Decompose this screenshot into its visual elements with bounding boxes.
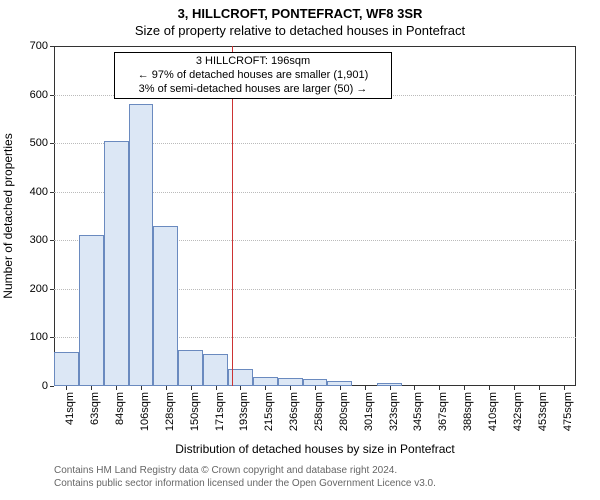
annotation-box: 3 HILLCROFT: 196sqm← 97% of detached hou… — [114, 52, 392, 99]
x-tick-mark — [116, 386, 117, 390]
y-tick-label: 700 — [30, 40, 54, 52]
y-tick-label: 300 — [30, 234, 54, 246]
x-tick-label: 388sqm — [462, 392, 474, 431]
x-tick-label: 453sqm — [537, 392, 549, 431]
histogram-bar — [278, 378, 303, 386]
x-axis-label: Distribution of detached houses by size … — [175, 442, 455, 456]
y-axis-label: Number of detached properties — [1, 133, 15, 298]
x-tick-mark — [564, 386, 565, 390]
x-tick-label: 171sqm — [214, 392, 226, 431]
x-tick-label: 41sqm — [64, 392, 76, 425]
annotation-line2: ← 97% of detached houses are smaller (1,… — [121, 69, 385, 83]
histogram-bar — [54, 352, 79, 386]
x-tick-label: 345sqm — [412, 392, 424, 431]
x-tick-label: 150sqm — [189, 392, 201, 431]
footer-credit: Contains HM Land Registry data © Crown c… — [54, 464, 436, 490]
chart-title-sub: Size of property relative to detached ho… — [0, 21, 600, 42]
x-tick-label: 128sqm — [164, 392, 176, 431]
histogram-bar — [253, 377, 278, 386]
histogram-bar — [303, 379, 328, 386]
x-tick-mark — [414, 386, 415, 390]
x-tick-mark — [91, 386, 92, 390]
x-tick-mark — [166, 386, 167, 390]
x-tick-mark — [489, 386, 490, 390]
footer-line-1: Contains HM Land Registry data © Crown c… — [54, 464, 436, 477]
histogram-bar — [153, 226, 178, 386]
x-tick-label: 215sqm — [263, 392, 275, 431]
y-tick-label: 600 — [30, 89, 54, 101]
y-tick-label: 200 — [30, 283, 54, 295]
property-size-chart: 3, HILLCROFT, PONTEFRACT, WF8 3SR Size o… — [0, 0, 600, 500]
x-tick-mark — [240, 386, 241, 390]
x-tick-mark — [390, 386, 391, 390]
y-tick-label: 0 — [42, 380, 54, 392]
x-tick-mark — [216, 386, 217, 390]
x-tick-label: 63sqm — [89, 392, 101, 425]
x-tick-mark — [439, 386, 440, 390]
annotation-line3: 3% of semi-detached houses are larger (5… — [121, 83, 385, 97]
x-tick-mark — [464, 386, 465, 390]
x-tick-label: 258sqm — [313, 392, 325, 431]
histogram-bar — [79, 235, 104, 386]
x-tick-mark — [315, 386, 316, 390]
x-tick-label: 367sqm — [437, 392, 449, 431]
x-tick-mark — [514, 386, 515, 390]
x-tick-label: 106sqm — [139, 392, 151, 431]
x-tick-label: 236sqm — [288, 392, 300, 431]
x-tick-mark — [340, 386, 341, 390]
x-tick-mark — [265, 386, 266, 390]
y-tick-label: 100 — [30, 331, 54, 343]
y-tick-label: 400 — [30, 186, 54, 198]
x-tick-label: 280sqm — [338, 392, 350, 431]
histogram-bar — [129, 104, 154, 386]
x-tick-mark — [290, 386, 291, 390]
histogram-bar — [178, 350, 203, 386]
x-tick-label: 84sqm — [114, 392, 126, 425]
y-tick-label: 500 — [30, 137, 54, 149]
plot-area: 010020030040050060070041sqm63sqm84sqm106… — [54, 46, 576, 386]
x-tick-label: 432sqm — [512, 392, 524, 431]
x-tick-label: 301sqm — [363, 392, 375, 431]
chart-title-main: 3, HILLCROFT, PONTEFRACT, WF8 3SR — [0, 0, 600, 21]
x-tick-label: 410sqm — [487, 392, 499, 431]
x-tick-mark — [141, 386, 142, 390]
histogram-bar — [203, 354, 228, 386]
x-tick-mark — [365, 386, 366, 390]
annotation-line1: 3 HILLCROFT: 196sqm — [121, 55, 385, 69]
histogram-bar — [104, 141, 129, 386]
x-tick-label: 193sqm — [238, 392, 250, 431]
x-tick-mark — [539, 386, 540, 390]
x-tick-mark — [66, 386, 67, 390]
footer-line-2: Contains public sector information licen… — [54, 477, 436, 490]
x-tick-label: 323sqm — [388, 392, 400, 431]
x-tick-label: 475sqm — [562, 392, 574, 431]
x-tick-mark — [191, 386, 192, 390]
